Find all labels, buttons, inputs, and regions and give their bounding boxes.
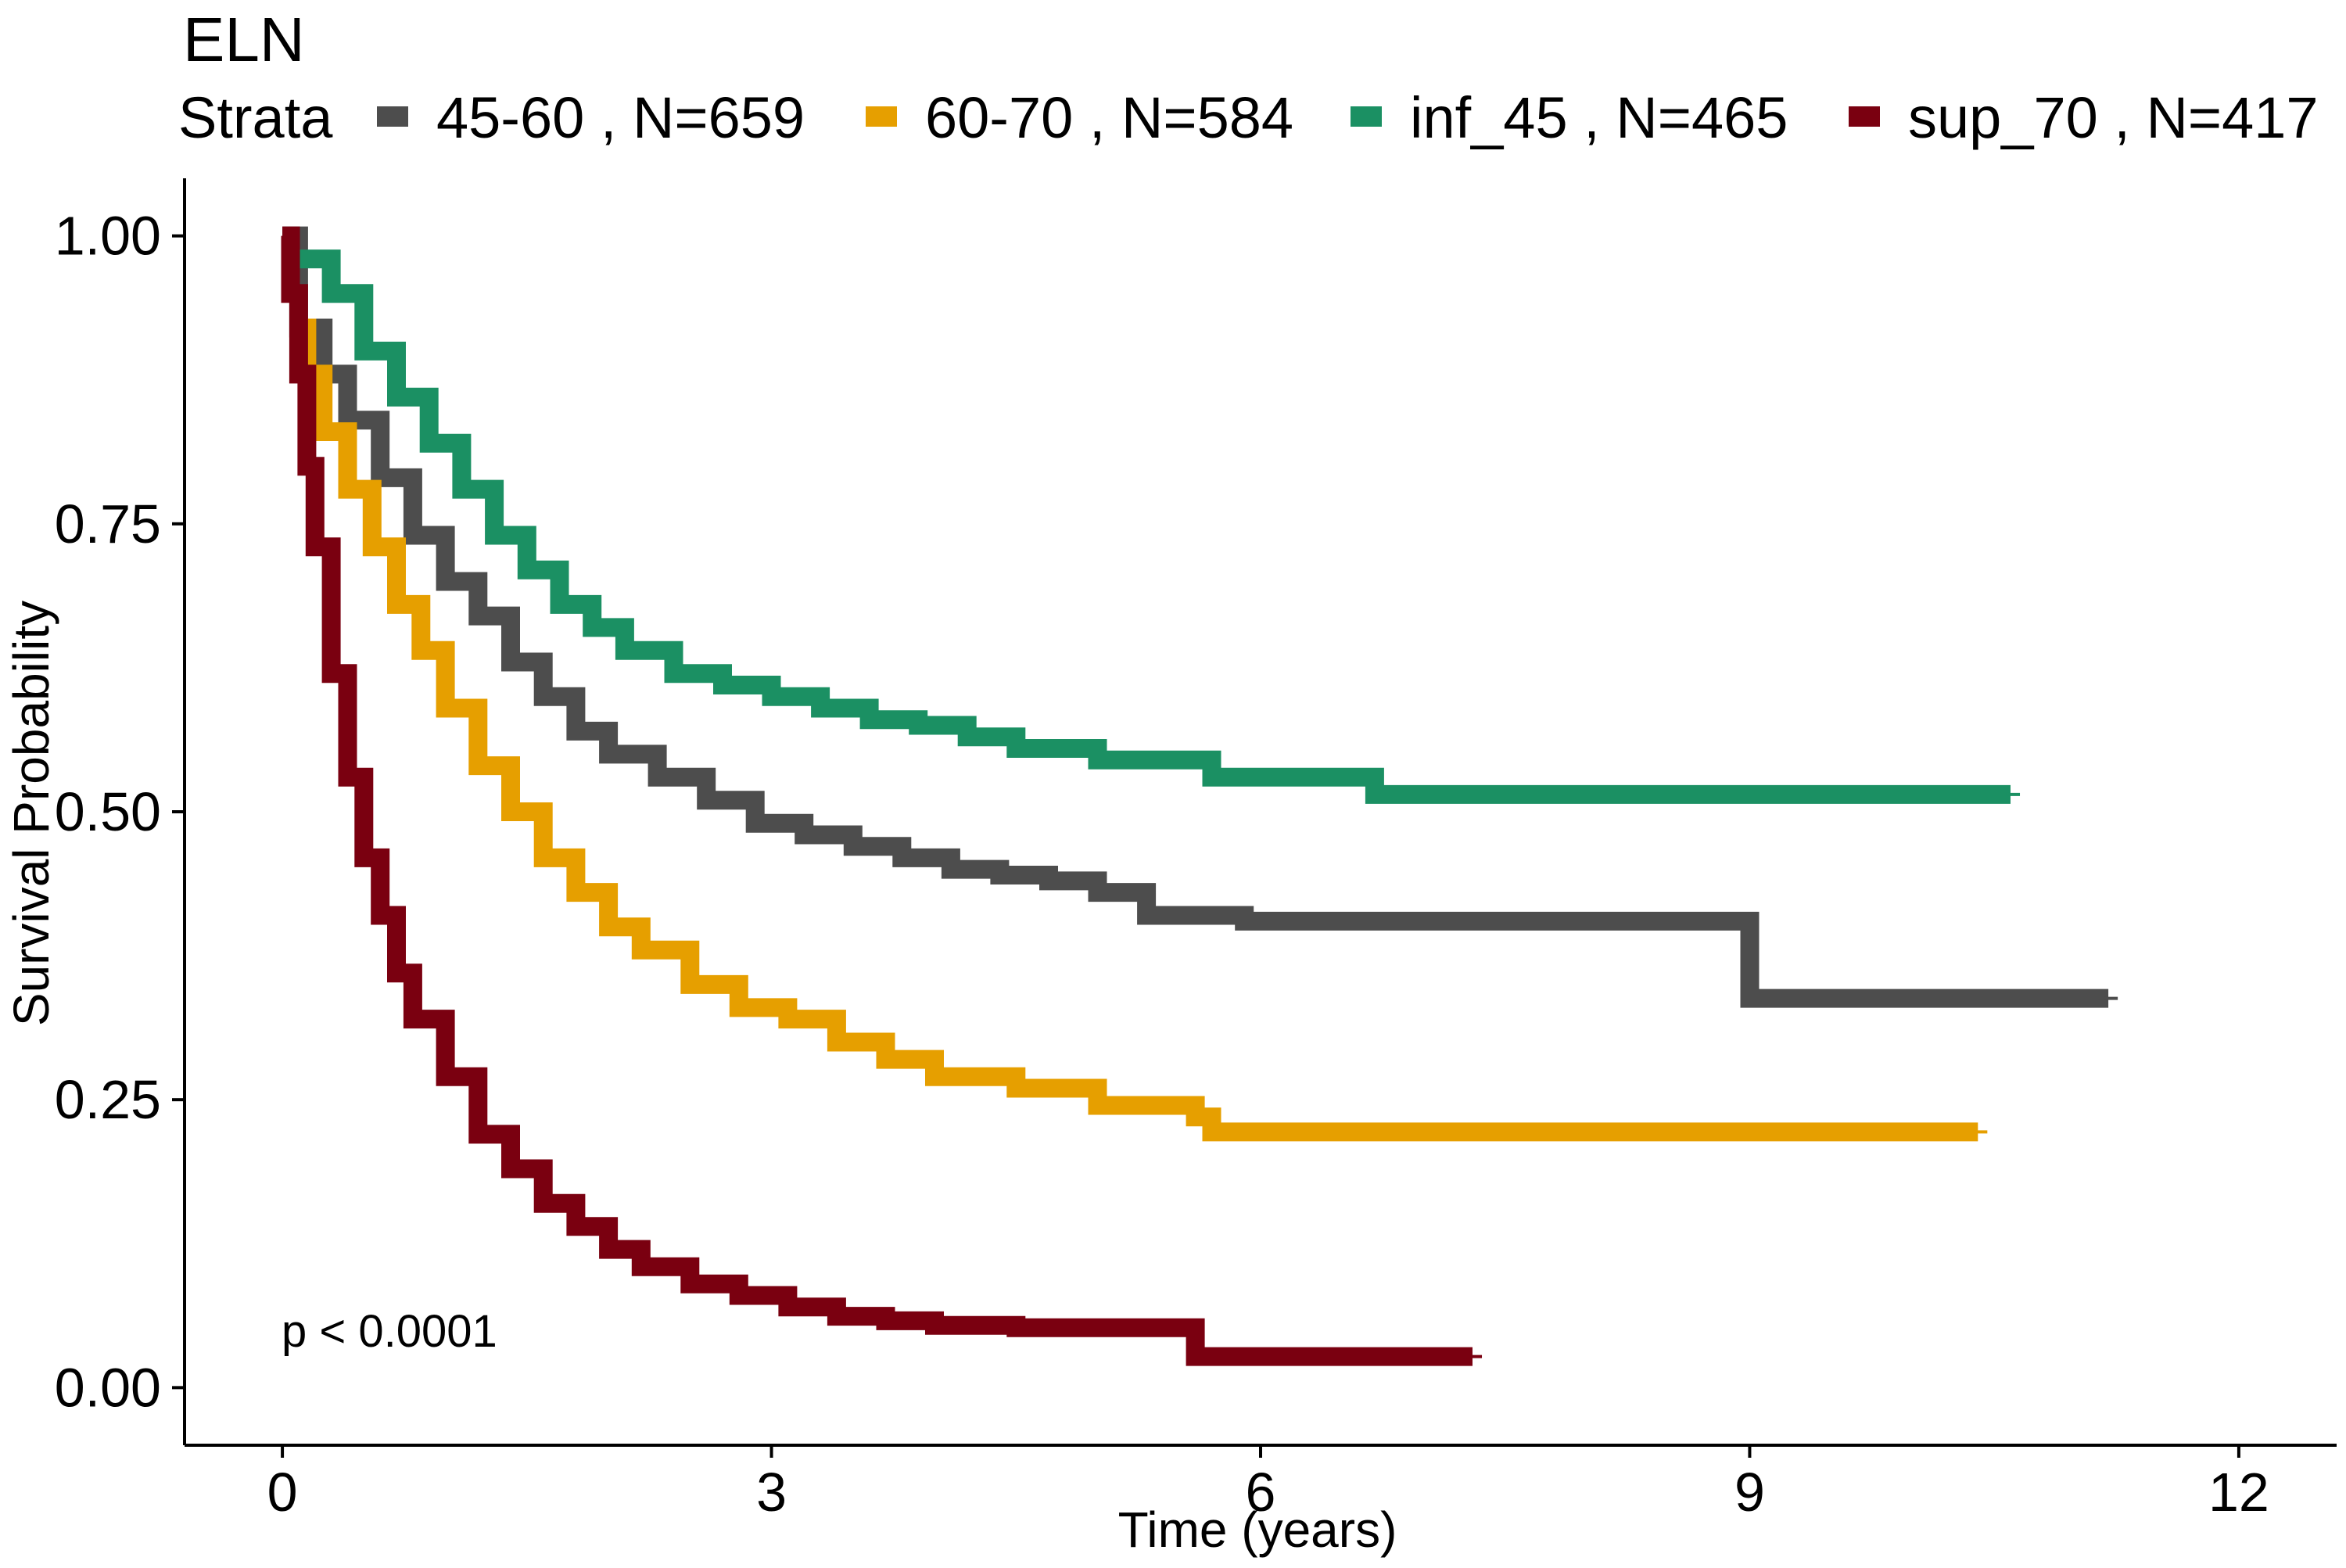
legend-label-sup-70: sup_70 , N=417 [1908,85,2319,150]
x-tick-label: 12 [2208,1462,2269,1523]
p-value-annotation: p < 0.0001 [282,1306,497,1357]
y-tick-label: 0.25 [55,1069,161,1130]
x-tick-label: 0 [267,1462,298,1523]
chart-title: ELN [183,5,305,74]
x-axis-label: Time (years) [1118,1502,1397,1558]
legend-swatch-60-70 [866,106,897,127]
x-tick-label: 3 [756,1462,787,1523]
legend-swatch-inf-45 [1351,106,1382,127]
km-curve-inf-45 [298,249,2011,804]
axes: 0.00 0.25 0.50 0.75 1.00 0 3 6 9 12 [55,178,2337,1523]
y-axis-label: Survival Probability [3,601,59,1026]
series-layer [281,226,2118,1366]
km-curve-60-70 [297,318,1978,1142]
y-tick-label: 1.00 [55,206,161,267]
legend-label-60-70: 60-70 , N=584 [925,85,1293,150]
legend: Strata 45-60 , N=659 60-70 , N=584 inf_4… [178,85,2319,150]
x-tick-label: 6 [1246,1462,1276,1523]
x-tick-label: 9 [1734,1462,1765,1523]
legend-swatch-sup-70 [1849,106,1880,127]
km-curve-45-60 [282,226,2109,1008]
km-curve-sup-70 [281,226,1473,1366]
y-tick-label: 0.00 [55,1357,161,1418]
legend-label-inf-45: inf_45 , N=465 [1410,85,1788,150]
legend-title: Strata [178,85,333,150]
legend-label-45-60: 45-60 , N=659 [436,85,805,150]
y-tick-label: 0.50 [55,781,161,842]
y-tick-label: 0.75 [55,493,161,554]
legend-swatch-45-60 [377,106,408,127]
